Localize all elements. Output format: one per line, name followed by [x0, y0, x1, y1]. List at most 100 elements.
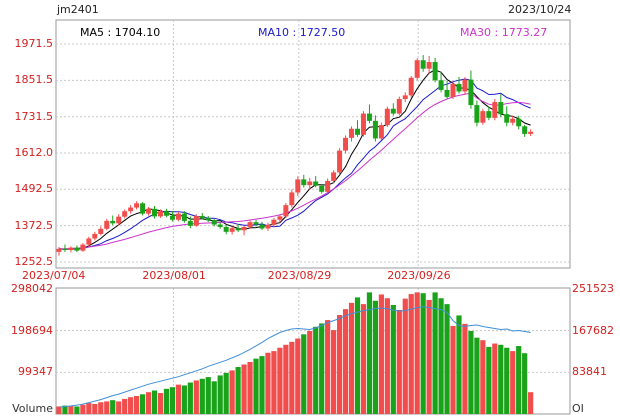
volume-bar: [259, 356, 265, 414]
volume-bar: [217, 375, 223, 414]
candle: [522, 126, 528, 134]
volume-tick-label: 298042: [11, 282, 53, 295]
candle: [474, 105, 480, 123]
volume-bar: [181, 385, 187, 414]
volume-bar: [205, 377, 211, 414]
volume-bar: [313, 326, 319, 414]
candle: [444, 89, 450, 97]
volume-bar: [199, 378, 205, 414]
volume-bar: [68, 406, 74, 414]
volume-bar: [384, 298, 390, 414]
candle: [301, 179, 307, 186]
date-tick-label: 2023/09/26: [387, 269, 451, 282]
volume-bar: [342, 309, 349, 414]
candle: [390, 108, 396, 114]
date-tick-label: 2023/07/04: [22, 269, 86, 282]
volume-bar: [104, 401, 110, 414]
volume-bar: [116, 401, 122, 414]
volume-bar: [378, 294, 384, 414]
candle: [229, 228, 235, 232]
price-tick-label: 1731.5: [14, 109, 54, 123]
candle: [450, 83, 456, 97]
volume-bar: [348, 302, 355, 414]
volume-bar: [187, 382, 193, 414]
candle: [175, 213, 181, 220]
volume-bar: [253, 358, 259, 414]
candle: [193, 216, 199, 226]
candle: [122, 211, 128, 217]
candle: [205, 218, 211, 221]
volume-bar: [498, 344, 504, 414]
volume-bar: [307, 330, 313, 414]
candle: [98, 228, 104, 234]
candle: [307, 181, 313, 186]
volume-bar: [408, 294, 414, 414]
volume-bar: [145, 392, 152, 414]
volume-bar: [450, 325, 456, 414]
candle: [74, 247, 80, 251]
candle: [187, 220, 193, 226]
candle: [372, 120, 378, 139]
candle: [486, 111, 492, 118]
candle: [337, 150, 343, 173]
volume-bar: [414, 292, 420, 414]
volume-bar: [223, 372, 229, 414]
volume-bar: [265, 352, 271, 414]
volume-bar: [98, 402, 104, 414]
candle: [152, 208, 158, 217]
candle: [516, 118, 522, 127]
volume-bar: [163, 388, 170, 414]
price-tick-label: 1252.5: [14, 255, 54, 268]
volume-bar: [283, 344, 289, 414]
volume-bar: [426, 299, 432, 414]
volume-bar: [492, 343, 498, 414]
candle: [378, 125, 384, 139]
volume-bar: [295, 338, 301, 414]
volume-bar: [289, 341, 295, 414]
candle: [295, 179, 301, 193]
candle: [62, 248, 68, 251]
volume-bar: [134, 395, 140, 414]
volume-bar: [74, 406, 80, 414]
volume-bar: [402, 298, 408, 414]
volume-bar: [80, 404, 86, 414]
volume-bar: [128, 397, 134, 414]
symbol-label: jm2401: [57, 3, 99, 16]
candle: [223, 226, 229, 232]
volume-bar: [139, 394, 146, 414]
volume-bar: [504, 347, 510, 414]
volume-bar: [169, 387, 176, 414]
oi-tick-label: OI: [572, 402, 584, 415]
volume-bar: [468, 330, 474, 414]
volume-bar: [271, 351, 277, 414]
candle: [366, 113, 372, 121]
candle: [241, 226, 247, 231]
candle: [80, 244, 86, 251]
candle: [277, 216, 283, 220]
volume-bar: [396, 309, 402, 414]
volume-bar: [462, 323, 468, 414]
candle: [408, 77, 414, 96]
candle: [438, 80, 444, 90]
candle: [259, 224, 265, 229]
candle: [462, 79, 468, 92]
candle: [510, 118, 516, 123]
candle: [146, 208, 152, 214]
candle: [355, 128, 360, 135]
ma5-line: [58, 69, 531, 250]
volume-bar: [486, 346, 492, 414]
volume-bar: [390, 304, 396, 414]
candle: [110, 220, 116, 224]
volume-bar: [480, 340, 486, 414]
price-tick-label: 1851.5: [14, 73, 54, 87]
price-tick-label: 1492.5: [14, 182, 54, 196]
candle: [128, 207, 134, 212]
date-tick-label: 2023/08/01: [142, 269, 206, 282]
candle: [253, 222, 259, 225]
candle: [86, 238, 92, 245]
candle: [247, 222, 253, 227]
price-tick-label: 1612.0: [14, 146, 54, 159]
candle: [384, 108, 390, 126]
volume-bar: [474, 337, 480, 414]
candle: [504, 114, 510, 123]
